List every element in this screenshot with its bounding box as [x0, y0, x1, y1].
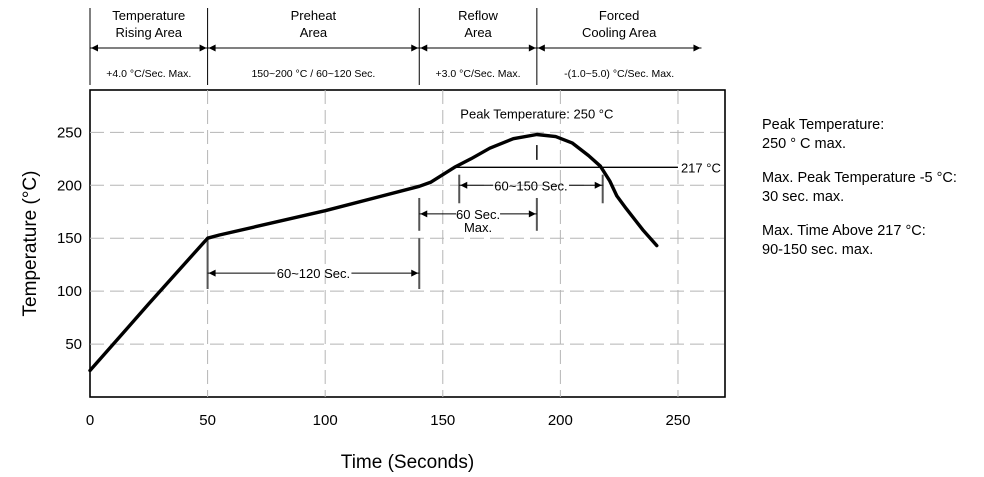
interval-arrow-right — [528, 210, 536, 218]
x-axis-label: Time (Seconds) — [341, 452, 474, 473]
y-tick-label: 100 — [57, 283, 82, 300]
zone-arrow-left — [208, 44, 216, 52]
interval-label: Max. — [464, 220, 492, 235]
y-tick-label: 150 — [57, 230, 82, 247]
interval-label: 60~120 Sec. — [277, 266, 350, 281]
zone-arrow-left — [91, 44, 98, 52]
zone-arrow-left — [420, 44, 428, 52]
x-tick-label: 50 — [199, 412, 216, 429]
note-time-above-217-value: 90-150 sec. max. — [762, 242, 874, 258]
interval-label: 60~150 Sec. — [494, 178, 567, 193]
note-peak-temperature: Peak Temperature: 250 ° C max. — [762, 116, 982, 154]
interval-arrow-left — [208, 269, 216, 277]
profile-curve — [88, 132, 659, 373]
x-tick-label: 100 — [313, 412, 338, 429]
zone-name: Area — [300, 25, 328, 40]
interval-arrow-right — [594, 181, 602, 189]
specification-notes: Peak Temperature: 250 ° C max. Max. Peak… — [762, 116, 982, 275]
zone-name: Temperature — [112, 8, 185, 23]
interval-arrow-left — [420, 210, 428, 218]
x-tick-label: 0 — [86, 412, 94, 429]
plot-frame — [89, 89, 726, 398]
interval-label: 60 Sec. — [456, 207, 500, 222]
note-max-peak-minus-5-title: Max. Peak Temperature -5 °C: — [762, 170, 957, 186]
interval-arrow-right — [411, 269, 419, 277]
note-max-peak-minus-5: Max. Peak Temperature -5 °C: 30 sec. max… — [762, 169, 982, 207]
x-tick-label: 250 — [665, 412, 690, 429]
peak-temperature-label: Peak Temperature: 250 °C — [460, 107, 613, 122]
zone-arrow-right — [411, 44, 419, 52]
zone-rate: +4.0 °C/Sec. Max. — [106, 68, 191, 80]
y-tick-label: 200 — [57, 177, 82, 194]
note-max-peak-minus-5-value: 30 sec. max. — [762, 189, 845, 205]
zone-name: Reflow — [458, 8, 498, 23]
zone-name: Cooling Area — [582, 25, 657, 40]
zone-rate: +3.0 °C/Sec. Max. — [436, 68, 521, 80]
x-tick-label: 150 — [430, 412, 455, 429]
zone-arrow-right — [528, 44, 536, 52]
zone-arrow-right — [693, 44, 701, 52]
zone-rate: -(1.0~5.0) °C/Sec. Max. — [564, 68, 674, 80]
note-peak-temperature-title: Peak Temperature: — [762, 117, 885, 133]
reference-line-label: 217 °C — [681, 160, 721, 175]
note-peak-temperature-value: 250 ° C max. — [762, 136, 846, 152]
zone-name: Area — [464, 25, 492, 40]
zone-name: Preheat — [291, 8, 337, 23]
x-tick-label: 200 — [548, 412, 573, 429]
y-axis-label: Temperature (°C) — [20, 171, 41, 317]
zone-name: Forced — [599, 8, 639, 23]
zone-arrow-left — [537, 44, 545, 52]
zone-rate: 150~200 °C / 60~120 Sec. — [251, 68, 375, 80]
y-tick-label: 250 — [57, 124, 82, 141]
interval-arrow-left — [460, 181, 468, 189]
y-tick-label: 50 — [65, 336, 82, 353]
zone-name: Rising Area — [116, 25, 183, 40]
note-time-above-217: Max. Time Above 217 °C: 90-150 sec. max. — [762, 222, 982, 260]
zone-arrow-right — [199, 44, 207, 52]
note-time-above-217-title: Max. Time Above 217 °C: — [762, 223, 926, 239]
